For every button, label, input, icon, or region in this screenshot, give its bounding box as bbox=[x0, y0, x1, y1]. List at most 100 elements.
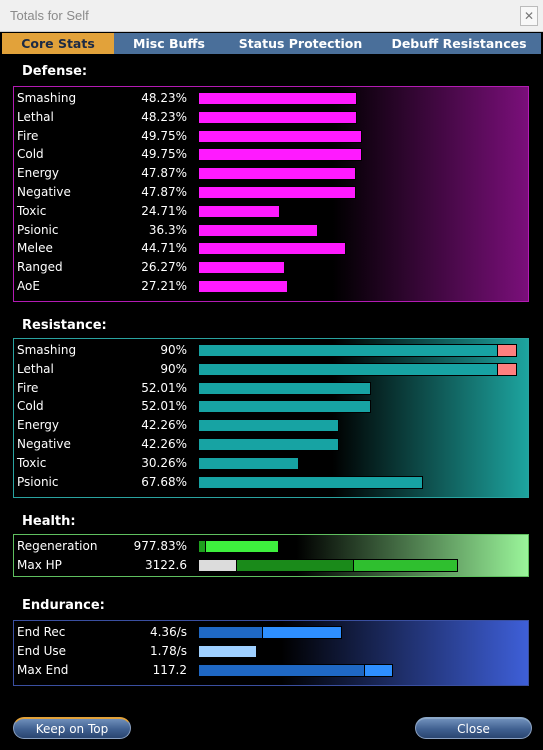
stat-value: 90% bbox=[160, 361, 187, 376]
stat-row: Toxic 30.26% bbox=[14, 454, 528, 473]
endurance-heading: Endurance: bbox=[22, 598, 105, 613]
max-end-bar-base bbox=[198, 664, 365, 677]
stat-label: Negative bbox=[17, 185, 71, 199]
stat-label: Ranged bbox=[17, 260, 63, 275]
health-panel: Regeneration 977.83% Max HP 3122.6 bbox=[13, 534, 529, 577]
stat-label: AoE bbox=[17, 279, 40, 293]
end-rec-bar-bonus bbox=[262, 626, 342, 639]
end-rec-bar-base bbox=[198, 626, 263, 639]
end-use-bar bbox=[198, 645, 257, 658]
stat-label: Psionic bbox=[17, 474, 59, 489]
stat-row: Fire 52.01% bbox=[14, 379, 528, 398]
stat-row: Smashing 48.23% bbox=[14, 89, 528, 108]
stat-value: 48.23% bbox=[141, 91, 187, 105]
stat-label: Fire bbox=[17, 128, 39, 143]
stat-value: 977.83% bbox=[133, 539, 187, 553]
stat-value: 47.87% bbox=[141, 185, 187, 199]
stat-label: Toxic bbox=[17, 455, 47, 470]
stat-row: Psionic 36.3% bbox=[14, 221, 528, 240]
stat-bar bbox=[198, 186, 356, 199]
stat-value: 49.75% bbox=[141, 147, 187, 162]
window-title: Totals for Self bbox=[10, 8, 89, 23]
stat-bar bbox=[198, 242, 346, 256]
overcap-bar bbox=[497, 344, 517, 357]
keep-on-top-button[interactable]: Keep on Top bbox=[13, 717, 131, 739]
stat-bar bbox=[198, 223, 318, 237]
stat-value: 1.78/s bbox=[149, 644, 187, 658]
stat-bar bbox=[198, 92, 357, 105]
stat-label: Lethal bbox=[17, 109, 54, 124]
stat-value: 48.23% bbox=[141, 109, 187, 124]
stat-bar bbox=[198, 362, 498, 376]
stat-value: 4.36/s bbox=[149, 625, 187, 639]
max-hp-bar-base bbox=[198, 559, 237, 572]
stat-row: Ranged 26.27% bbox=[14, 258, 528, 277]
stat-row: End Rec 4.36/s bbox=[14, 623, 528, 642]
close-button[interactable]: Close bbox=[415, 717, 532, 739]
stat-value: 117.2 bbox=[152, 663, 187, 677]
stat-value: 42.26% bbox=[141, 437, 187, 451]
stat-label: Max HP bbox=[17, 558, 62, 572]
stat-row: End Use 1.78/s bbox=[14, 642, 528, 661]
stat-label: Energy bbox=[17, 166, 60, 181]
max-end-bar-bonus bbox=[364, 664, 393, 677]
stat-bar bbox=[198, 148, 362, 162]
stat-value: 67.68% bbox=[141, 474, 187, 489]
stat-value: 3122.6 bbox=[145, 558, 187, 572]
stat-label: Smashing bbox=[17, 91, 77, 105]
stat-row: Smashing 90% bbox=[14, 341, 528, 360]
endurance-panel: End Rec 4.36/s End Use 1.78/s Max End 11… bbox=[13, 620, 529, 686]
max-hp-bar-top bbox=[353, 559, 458, 572]
stat-label: Lethal bbox=[17, 361, 54, 376]
stat-label: Fire bbox=[17, 380, 39, 395]
stat-label: Regeneration bbox=[17, 539, 98, 553]
defense-heading: Defense: bbox=[22, 64, 88, 79]
stat-bar bbox=[198, 261, 285, 275]
tab-bar: Core Stats Misc Buffs Status Protection … bbox=[2, 33, 541, 54]
stat-value: 24.71% bbox=[141, 203, 187, 218]
stat-label: Toxic bbox=[17, 203, 47, 218]
stat-row: Regeneration 977.83% bbox=[14, 537, 528, 556]
defense-panel: Smashing 48.23% Lethal 48.23% Fire 49.75% Cold… bbox=[13, 86, 529, 302]
stat-bar bbox=[198, 129, 362, 143]
tab-debuff-resistances[interactable]: Debuff Resistances bbox=[391, 36, 527, 51]
stat-row: Cold 52.01% bbox=[14, 397, 528, 416]
tab-misc-buffs[interactable]: Misc Buffs bbox=[133, 36, 205, 51]
stat-bar bbox=[198, 204, 280, 218]
stat-row: Toxic 24.71% bbox=[14, 202, 528, 221]
stat-value: 52.01% bbox=[141, 380, 187, 395]
stat-label: Cold bbox=[17, 399, 44, 414]
stat-bar bbox=[198, 456, 299, 470]
stat-row: Negative 42.26% bbox=[14, 435, 528, 454]
stat-row: Max HP 3122.6 bbox=[14, 556, 528, 575]
stat-value: 49.75% bbox=[141, 128, 187, 143]
health-heading: Health: bbox=[22, 514, 76, 529]
stat-row: Melee 44.71% bbox=[14, 239, 528, 258]
tab-status-protection[interactable]: Status Protection bbox=[238, 36, 363, 51]
stat-row: Lethal 48.23% bbox=[14, 108, 528, 127]
stat-bar bbox=[198, 381, 371, 395]
stat-value: 27.21% bbox=[141, 279, 187, 293]
stat-bar bbox=[198, 167, 356, 181]
resistance-heading: Resistance: bbox=[22, 318, 107, 333]
stat-value: 36.3% bbox=[148, 222, 187, 237]
stat-value: 47.87% bbox=[141, 166, 187, 181]
stat-value: 52.01% bbox=[141, 399, 187, 414]
stat-row: Fire 49.75% bbox=[14, 127, 528, 146]
window-close-icon[interactable]: ✕ bbox=[520, 6, 538, 26]
stat-value: 26.27% bbox=[141, 260, 187, 275]
tab-core-stats[interactable]: Core Stats bbox=[2, 33, 114, 54]
stat-label: Cold bbox=[17, 147, 44, 162]
stat-label: Psionic bbox=[17, 222, 59, 237]
stat-label: Max End bbox=[17, 663, 69, 677]
stat-bar bbox=[198, 344, 498, 357]
stat-label: Energy bbox=[17, 418, 60, 433]
stat-bar bbox=[198, 475, 423, 489]
stat-value: 42.26% bbox=[141, 418, 187, 433]
stat-bar bbox=[198, 438, 339, 451]
resistance-panel: Smashing 90% Lethal 90% Fire 52.01% Cold 52.01%… bbox=[13, 338, 529, 498]
stat-bar bbox=[198, 110, 357, 124]
stat-label: End Use bbox=[17, 644, 67, 658]
stat-row: Cold 49.75% bbox=[14, 145, 528, 164]
stat-bar bbox=[198, 419, 339, 433]
